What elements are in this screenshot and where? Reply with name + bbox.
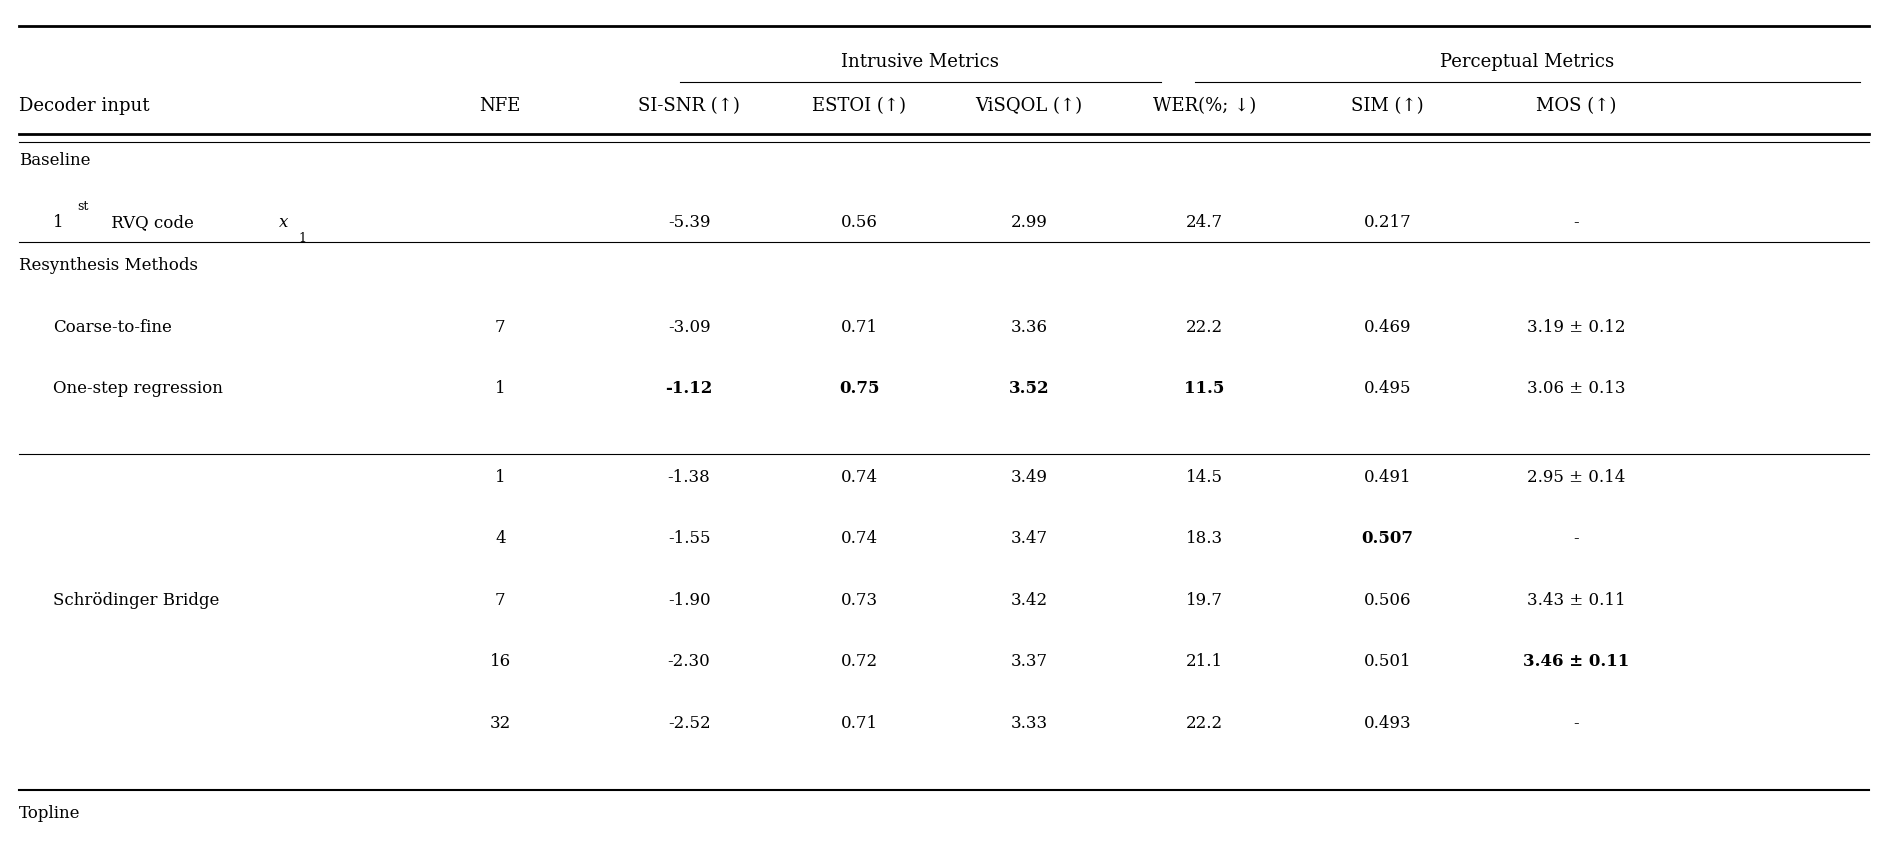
Text: 11.5: 11.5 <box>1184 380 1225 397</box>
Text: -: - <box>1575 214 1578 231</box>
Text: 3.42: 3.42 <box>1010 591 1048 609</box>
Text: Intrusive Metrics: Intrusive Metrics <box>842 52 999 71</box>
Text: Schrödinger Bridge: Schrödinger Bridge <box>53 591 219 609</box>
Text: 2.95 ± 0.14: 2.95 ± 0.14 <box>1527 468 1626 485</box>
Text: x: x <box>279 214 289 231</box>
Text: 3.19 ± 0.12: 3.19 ± 0.12 <box>1527 318 1626 336</box>
Text: 0.501: 0.501 <box>1363 653 1412 670</box>
Text: 3.46 ± 0.11: 3.46 ± 0.11 <box>1524 653 1629 670</box>
Text: 0.56: 0.56 <box>840 214 878 231</box>
Text: -1.90: -1.90 <box>668 591 710 609</box>
Text: 3.33: 3.33 <box>1010 715 1048 732</box>
Text: 4: 4 <box>495 530 506 547</box>
Text: -2.52: -2.52 <box>668 715 710 732</box>
Text: SI-SNR (↑): SI-SNR (↑) <box>638 97 740 116</box>
Text: 0.506: 0.506 <box>1363 591 1412 609</box>
Text: 2.99: 2.99 <box>1010 214 1048 231</box>
Text: 0.493: 0.493 <box>1363 715 1412 732</box>
Text: 0.71: 0.71 <box>840 318 878 336</box>
Text: One-step regression: One-step regression <box>53 380 223 397</box>
Text: -: - <box>1575 715 1578 732</box>
Text: 22.2: 22.2 <box>1186 318 1223 336</box>
Text: 1: 1 <box>53 214 64 231</box>
Text: 0.74: 0.74 <box>840 530 878 547</box>
Text: 3.36: 3.36 <box>1010 318 1048 336</box>
Text: Decoder input: Decoder input <box>19 97 149 116</box>
Text: 0.495: 0.495 <box>1363 380 1412 397</box>
Text: Perceptual Metrics: Perceptual Metrics <box>1441 52 1614 71</box>
Text: 3.37: 3.37 <box>1010 653 1048 670</box>
Text: 0.469: 0.469 <box>1363 318 1412 336</box>
Text: -5.39: -5.39 <box>668 214 710 231</box>
Text: 3.49: 3.49 <box>1010 468 1048 485</box>
Text: -1.12: -1.12 <box>665 380 714 397</box>
Text: 0.507: 0.507 <box>1361 530 1414 547</box>
Text: 19.7: 19.7 <box>1186 591 1223 609</box>
Text: Baseline: Baseline <box>19 152 91 169</box>
Text: SIM (↑): SIM (↑) <box>1352 97 1424 116</box>
Text: 3.43 ± 0.11: 3.43 ± 0.11 <box>1527 591 1626 609</box>
Text: ESTOI (↑): ESTOI (↑) <box>812 97 906 116</box>
Text: 16: 16 <box>489 653 512 670</box>
Text: Topline: Topline <box>19 805 81 822</box>
Text: -1.55: -1.55 <box>668 530 710 547</box>
Text: 0.71: 0.71 <box>840 715 878 732</box>
Text: 18.3: 18.3 <box>1186 530 1223 547</box>
Text: 0.72: 0.72 <box>840 653 878 670</box>
Text: 22.2: 22.2 <box>1186 715 1223 732</box>
Text: WER(%; ↓): WER(%; ↓) <box>1154 97 1256 116</box>
Text: 3.06 ± 0.13: 3.06 ± 0.13 <box>1527 380 1626 397</box>
Text: ViSQOL (↑): ViSQOL (↑) <box>976 97 1082 116</box>
Text: 0.73: 0.73 <box>840 591 878 609</box>
Text: -: - <box>1575 530 1578 547</box>
Text: -2.30: -2.30 <box>668 653 710 670</box>
Text: st: st <box>77 199 89 213</box>
Text: RVQ code: RVQ code <box>106 214 198 231</box>
Text: 0.491: 0.491 <box>1363 468 1412 485</box>
Text: 1: 1 <box>298 232 306 246</box>
Text: MOS (↑): MOS (↑) <box>1537 97 1616 116</box>
Text: -1.38: -1.38 <box>668 468 710 485</box>
Text: 3.47: 3.47 <box>1010 530 1048 547</box>
Text: 3.52: 3.52 <box>1008 380 1050 397</box>
Text: 0.74: 0.74 <box>840 468 878 485</box>
Text: Resynthesis Methods: Resynthesis Methods <box>19 257 198 274</box>
Text: 0.217: 0.217 <box>1363 214 1412 231</box>
Text: 32: 32 <box>489 715 512 732</box>
Text: 7: 7 <box>495 591 506 609</box>
Text: 21.1: 21.1 <box>1186 653 1223 670</box>
Text: 14.5: 14.5 <box>1186 468 1223 485</box>
Text: 1: 1 <box>495 380 506 397</box>
Text: Coarse-to-fine: Coarse-to-fine <box>53 318 172 336</box>
Text: NFE: NFE <box>480 97 521 116</box>
Text: -3.09: -3.09 <box>668 318 710 336</box>
Text: 7: 7 <box>495 318 506 336</box>
Text: 24.7: 24.7 <box>1186 214 1223 231</box>
Text: 0.75: 0.75 <box>838 380 880 397</box>
Text: 1: 1 <box>495 468 506 485</box>
